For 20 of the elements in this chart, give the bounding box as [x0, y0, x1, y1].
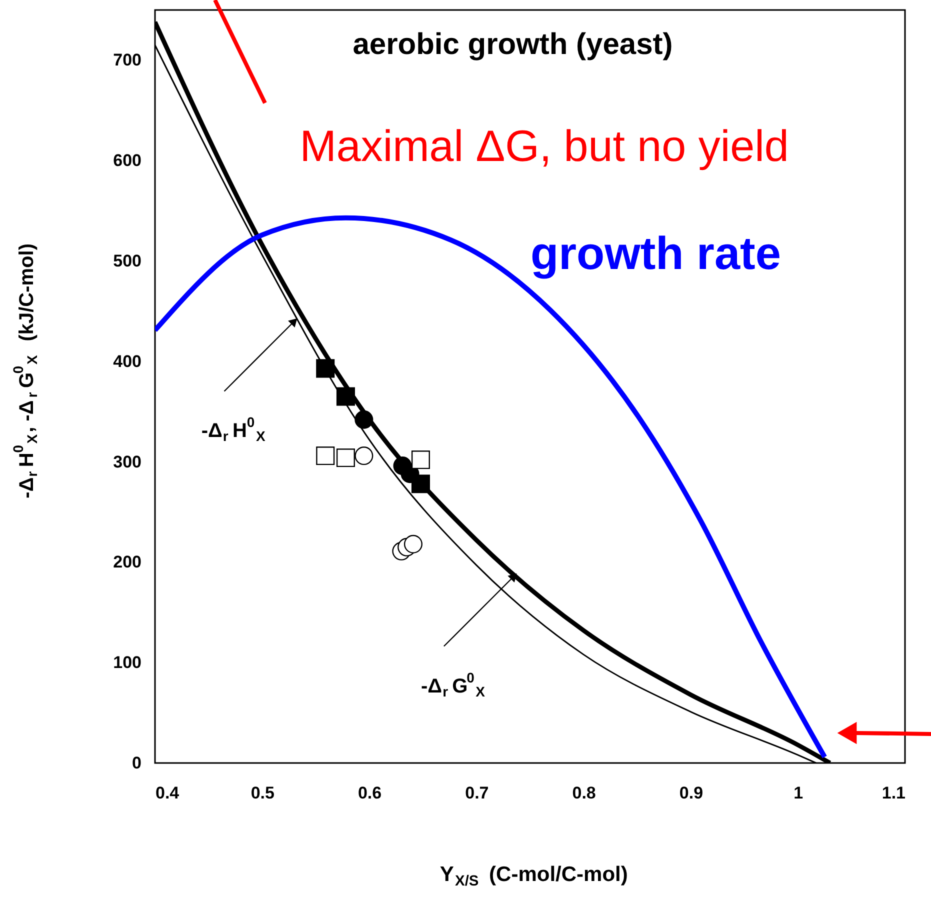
text: -ΔrH0X, -ΔrG0X (kJ/C-mol): [10, 243, 40, 498]
x-tick-label: 0.4: [156, 784, 180, 802]
y-tick-label: 600: [113, 151, 142, 170]
x-tick-label: 1: [794, 784, 804, 802]
annotation: Maximal ΔG, but no yield: [300, 122, 789, 171]
y-tick-label: 200: [113, 552, 142, 572]
y-tick-label: 100: [113, 653, 142, 672]
y-tick-label: 500: [113, 252, 142, 270]
x-tick-label: 0.5: [250, 784, 274, 802]
series-label: growth rate: [530, 226, 781, 279]
y-tick-label: 400: [113, 352, 142, 371]
x-tick-label: 1.1: [882, 784, 906, 802]
x-tick-label: 0.7: [465, 784, 489, 802]
text: aerobic growth (yeast): [352, 28, 673, 61]
y-tick-label: 700: [113, 50, 142, 70]
x-tick-label: 0.8: [572, 784, 596, 802]
x-tick-label: 0.9: [679, 784, 704, 802]
x-tick-label: 0.6: [358, 784, 382, 802]
y-tick-label: 0: [132, 754, 142, 772]
y-tick-label: 300: [113, 452, 142, 472]
